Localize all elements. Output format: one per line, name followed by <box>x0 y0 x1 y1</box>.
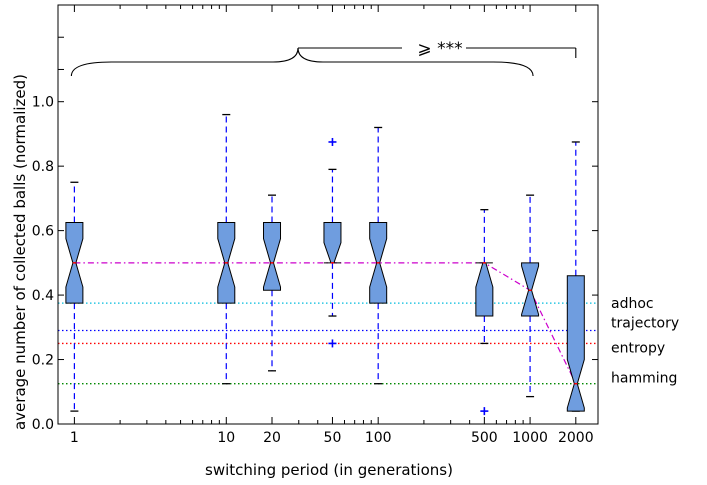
y-tick-label: 0.8 <box>32 159 54 175</box>
significance-annotation: ⩾ *** <box>70 39 577 77</box>
reference-label-trajectory: trajectory <box>611 316 679 332</box>
box-50 <box>323 137 342 348</box>
reference-label-entropy: entropy <box>611 340 665 356</box>
y-tick-label: 0.2 <box>32 353 54 369</box>
box-500 <box>475 209 494 416</box>
box-100 <box>369 126 388 385</box>
box-1000 <box>521 194 540 398</box>
box-body <box>521 262 540 317</box>
box-body <box>566 275 585 412</box>
box-10 <box>217 113 236 385</box>
box-body <box>323 222 342 264</box>
box-20 <box>263 194 282 372</box>
x-tick-label: 500 <box>471 430 498 446</box>
y-tick-label: 0.4 <box>32 288 54 304</box>
outlier-marker <box>480 407 489 416</box>
reference-labels: adhoc trajectory entropy hamming <box>611 296 679 387</box>
x-axis-label: switching period (in generations) <box>205 461 453 479</box>
x-tick-label: 2000 <box>558 430 594 446</box>
median-trend-line <box>74 262 577 384</box>
box-body <box>475 262 494 317</box>
box-body <box>263 222 282 291</box>
x-tick-label: 100 <box>365 430 392 446</box>
box-1 <box>65 181 84 412</box>
boxes <box>65 113 585 416</box>
x-tick-label: 20 <box>263 430 281 446</box>
y-axis-label: average number of collected balls (norma… <box>11 74 29 430</box>
x-tick-label: 1 <box>70 430 79 446</box>
outlier-marker <box>328 137 337 146</box>
brace <box>70 47 534 77</box>
y-tick-label: 0.0 <box>32 417 54 433</box>
plot-frame <box>57 4 599 425</box>
reference-label-hamming: hamming <box>611 371 677 387</box>
reference-label-adhoc: adhoc <box>611 296 654 312</box>
annotation-text: ⩾ *** <box>417 39 462 59</box>
reference-lines <box>58 302 598 385</box>
x-tick-label: 50 <box>324 430 342 446</box>
median-trend <box>74 262 577 384</box>
axes: 0.0 0.2 0.4 0.6 0.8 1.0 1 10 20 50 100 500 1000 2000 <box>32 4 598 446</box>
y-tick-label: 1.0 <box>32 95 54 111</box>
box-2000 <box>566 141 585 412</box>
y-tick-label: 0.6 <box>32 224 54 240</box>
outlier-marker <box>328 339 337 348</box>
x-tick-label: 1000 <box>512 430 548 446</box>
x-tick-label: 10 <box>217 430 235 446</box>
